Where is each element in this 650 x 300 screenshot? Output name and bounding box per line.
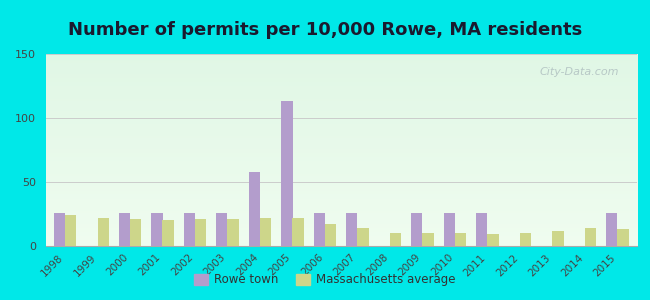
Bar	[476, 213, 488, 246]
Legend: Rowe town, Massachusetts average: Rowe town, Massachusetts average	[189, 269, 461, 291]
Bar	[162, 220, 174, 246]
Bar	[488, 235, 499, 246]
Bar	[260, 218, 271, 246]
Bar	[325, 224, 337, 246]
Bar	[183, 213, 195, 246]
Bar	[411, 213, 422, 246]
Bar	[585, 228, 596, 246]
Bar	[358, 228, 369, 246]
Bar	[292, 218, 304, 246]
Bar	[422, 233, 434, 246]
Bar	[195, 219, 206, 246]
Bar	[98, 218, 109, 246]
Bar	[618, 230, 629, 246]
Bar	[606, 213, 618, 246]
Bar	[281, 101, 292, 246]
Bar	[130, 219, 141, 246]
Bar	[455, 233, 466, 246]
Text: Number of permits per 10,000 Rowe, MA residents: Number of permits per 10,000 Rowe, MA re…	[68, 21, 582, 39]
Bar	[216, 213, 228, 246]
Bar	[313, 213, 325, 246]
Bar	[346, 213, 358, 246]
Bar	[151, 213, 162, 246]
Bar	[118, 213, 130, 246]
Bar	[520, 233, 531, 246]
Bar	[227, 219, 239, 246]
Bar	[443, 213, 455, 246]
Bar	[552, 231, 564, 246]
Bar	[390, 233, 401, 246]
Bar	[248, 172, 260, 246]
Bar	[53, 213, 65, 246]
Bar	[65, 215, 77, 246]
Text: City-Data.com: City-Data.com	[540, 68, 619, 77]
